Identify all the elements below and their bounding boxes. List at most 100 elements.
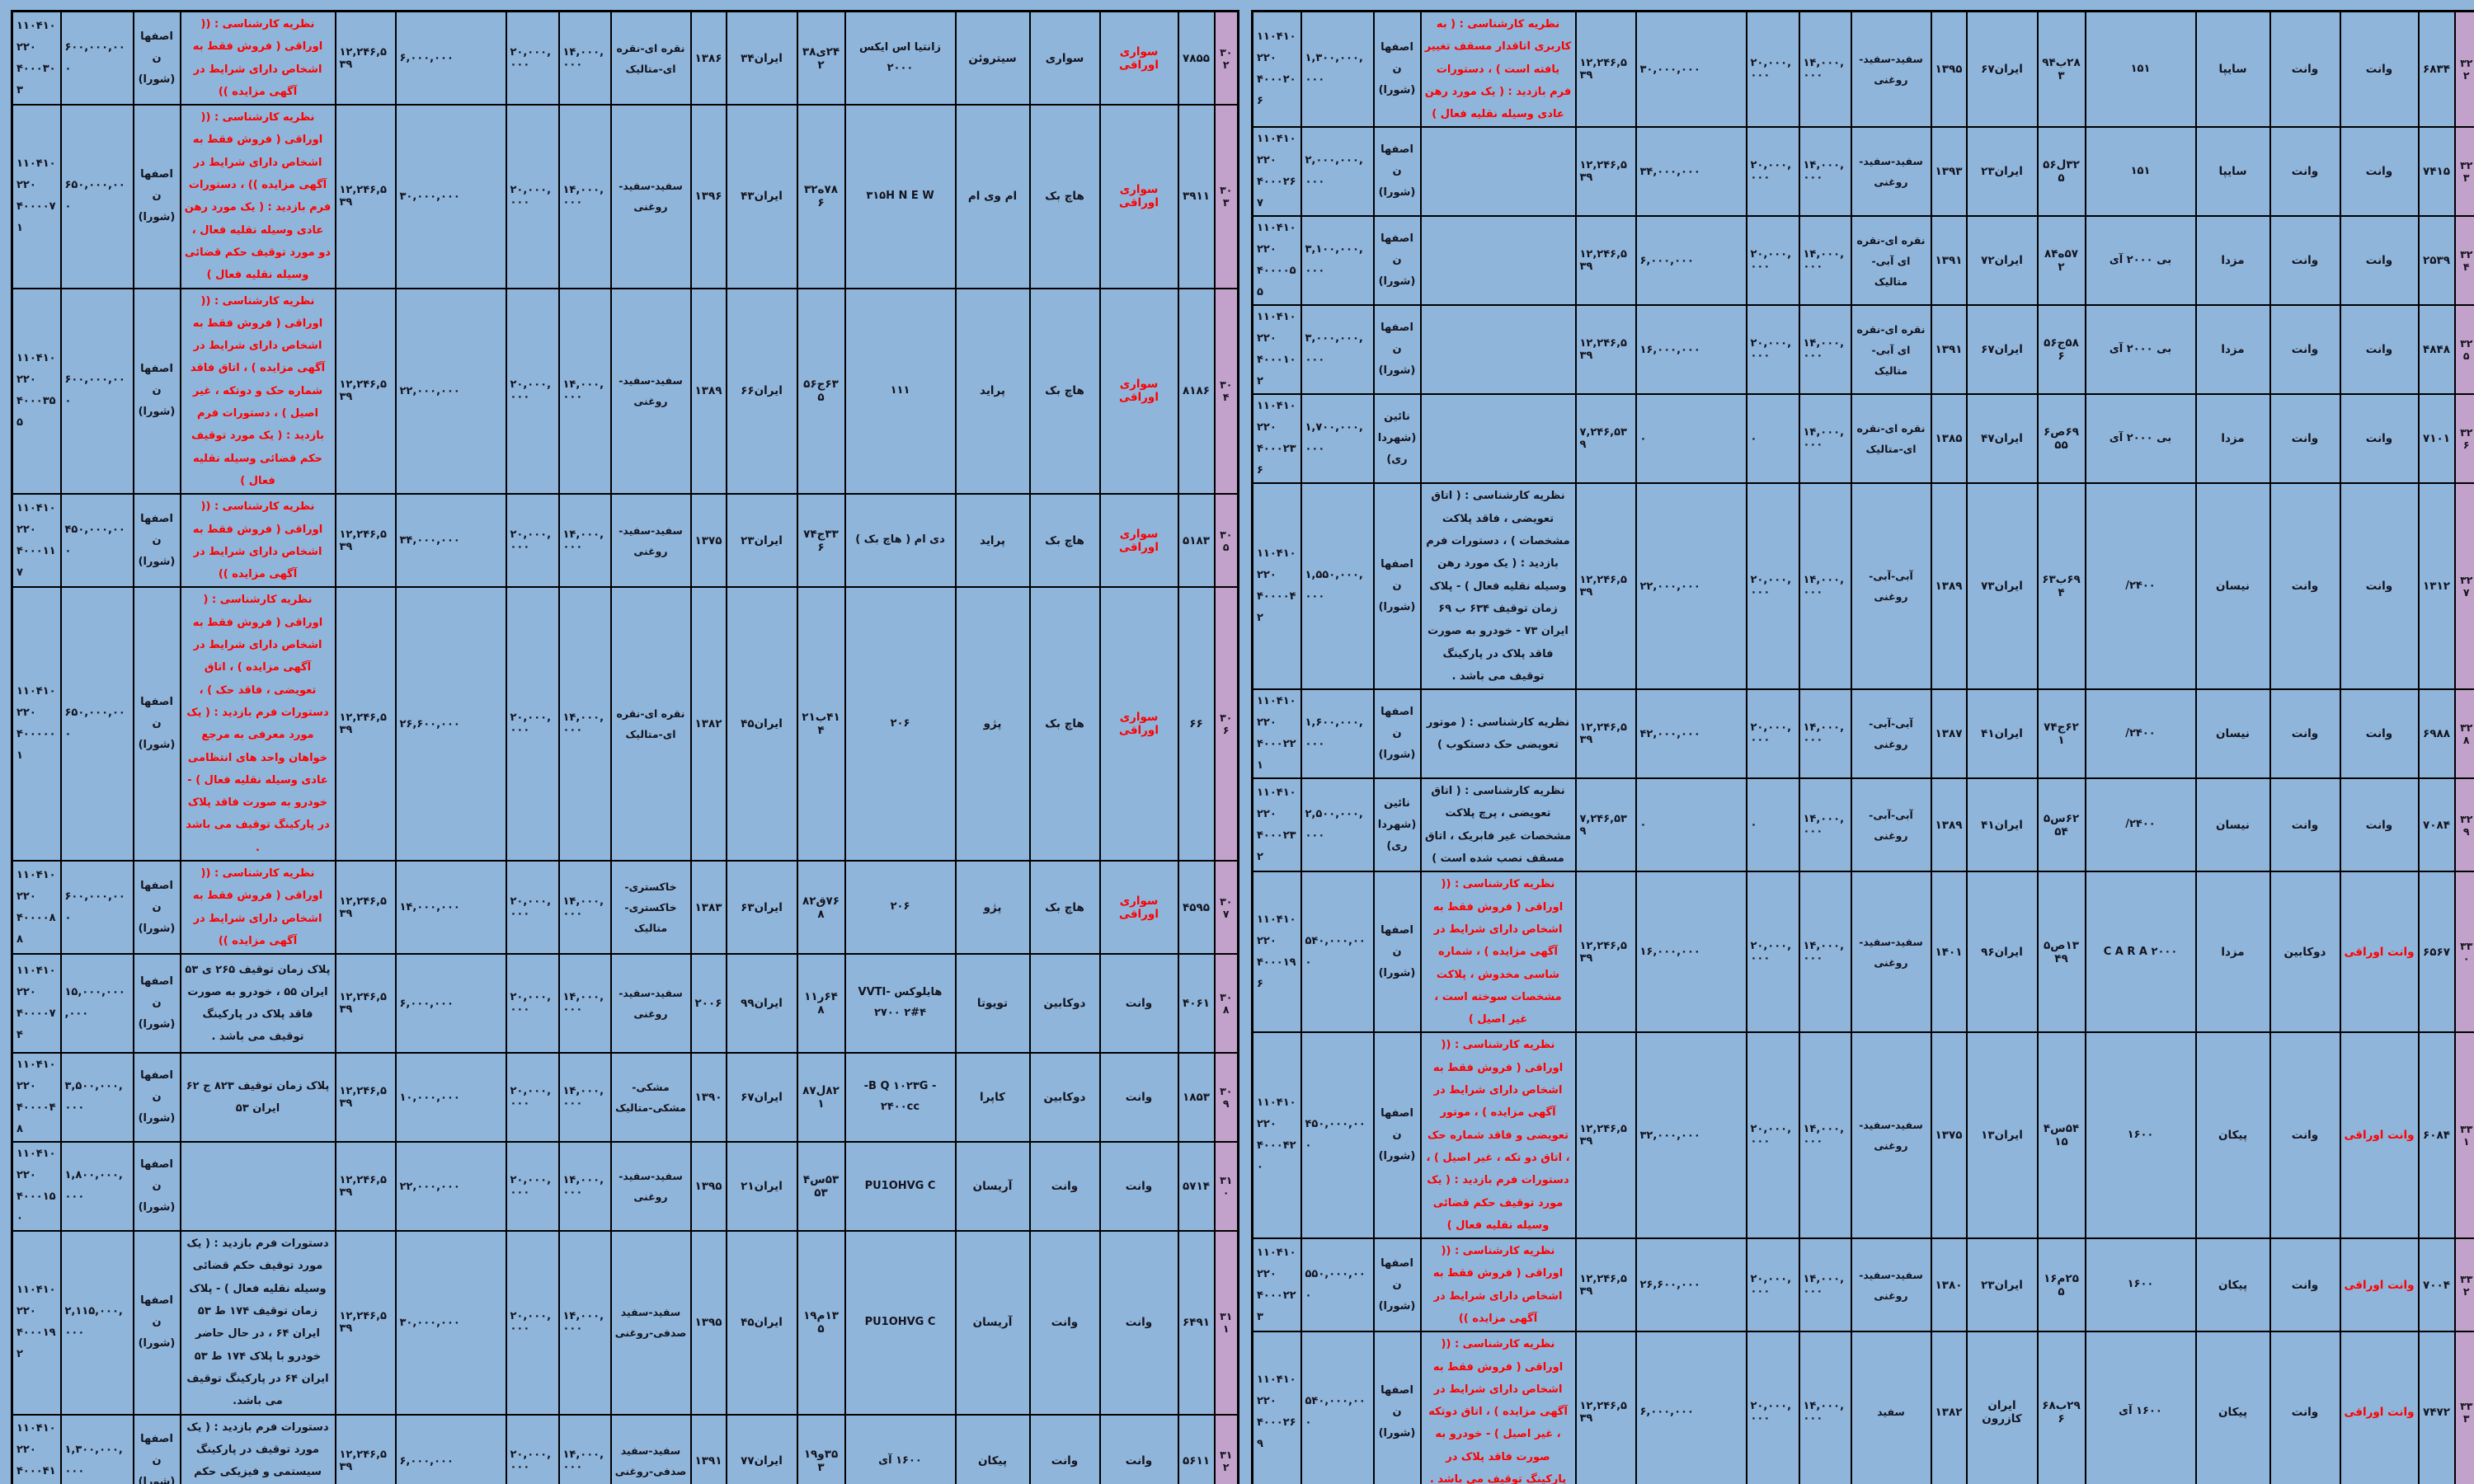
brand-cell: پراید xyxy=(954,287,1031,495)
color-cell: سفید-سفید-روغنی xyxy=(609,104,692,289)
fee-14m-cell: ۱۴,۰۰۰,۰۰۰ xyxy=(1798,215,1852,307)
table-row: ۳۳۲ ۷۰۰۴ وانت اوراقی وانت پیکان ۱۶۰۰ ۲۵م۱۶۵ ایر… xyxy=(1251,1237,2474,1333)
file-code-line1: ۱۱۰۴۱۰۲۲۰ xyxy=(16,501,56,536)
vehicle-number-cell: ۲۵۳۹ xyxy=(2417,215,2456,307)
body-type-cell: وانت xyxy=(2269,10,2341,129)
row-number-cell: ۳۰۵ xyxy=(1213,493,1239,589)
fee-12m-cell: ۱۲,۲۴۶,۵۳۹ xyxy=(334,1413,397,1484)
status-cell: وانت xyxy=(1098,1141,1179,1233)
file-code-cell: ۱۱۰۴۱۰۲۲۰ ۴۰۰۰۳۰۳ xyxy=(11,10,62,106)
fee-12m-cell: ۱۲,۲۴۶,۵۳۹ xyxy=(1574,1331,1637,1484)
model-cell: بی ۲۰۰۰ آی xyxy=(2084,215,2197,307)
file-code-cell: ۱۱۰۴۱۰۲۲۰ ۴۰۰۰۰۰۱ xyxy=(11,586,62,862)
expert-opinion-cell: نظریه کارشناسی : (( اوراقی ( فروش فقط به… xyxy=(1419,1031,1577,1240)
base-price-cell: ۲,۵۰۰,۰۰۰,۰۰۰ xyxy=(1300,777,1375,873)
color-cell: نقره ای-نقره ای-متالیک xyxy=(1850,393,1932,485)
status-cell: وانت xyxy=(2339,688,2420,780)
fee-variable-cell: ۶,۰۰۰,۰۰۰ xyxy=(394,953,507,1054)
file-code-cell: ۱۱۰۴۱۰۲۲۰ ۴۰۰۰۰۴۲ xyxy=(1251,482,1302,691)
base-price-cell: ۱,۵۵۰,۰۰۰,۰۰۰ xyxy=(1300,482,1375,691)
plate-region-cell: ایران۶۳ xyxy=(725,859,798,956)
year-cell: ۱۳۹۳ xyxy=(1930,126,1968,218)
model-cell: ۱۱۱ xyxy=(844,287,957,495)
row-number-cell: ۳۲۹ xyxy=(2453,777,2474,873)
fee-12m-cell: ۱۲,۲۴۶,۵۳۹ xyxy=(1574,688,1637,780)
row-number-cell: ۳۲۳ xyxy=(2453,126,2474,218)
location-cell: اصفهان (شورا) xyxy=(1372,482,1422,691)
vehicle-number-cell: ۶۶ xyxy=(1177,586,1216,862)
file-code-line2: ۴۰۰۰۱۹۲ xyxy=(16,1327,56,1361)
body-type-cell: وانت xyxy=(1028,1413,1101,1484)
file-code-cell: ۱۱۰۴۱۰۲۲۰ ۴۰۰۰۴۲۰ xyxy=(1251,1031,1302,1240)
year-cell: ۱۳۹۰ xyxy=(689,1052,727,1144)
table-row: ۳۲۳ ۷۴۱۵ وانت وانت سایپا ۱۵۱ ۳۲ل۵۶۵ ایران۲۳ ۱۳۹۳… xyxy=(1251,126,2474,218)
model-cell: ۱۶۰۰ xyxy=(2084,1237,2197,1333)
fee-14m-cell: ۱۴,۰۰۰,۰۰۰ xyxy=(1798,688,1852,780)
file-code-cell: ۱۱۰۴۱۰۲۲۰ ۴۰۰۰۱۰۲ xyxy=(1251,304,1302,396)
plate-region-cell: ایران۴۷ xyxy=(1965,393,2039,485)
file-code-cell: ۱۱۰۴۱۰۲۲۰ ۴۰۰۰۰۵۵ xyxy=(1251,215,1302,307)
status-cell: سواری اوراقی xyxy=(1098,493,1179,589)
location-cell: اصفهان (شورا) xyxy=(132,859,181,956)
vehicle-number-cell: ۶۸۳۴ xyxy=(2417,10,2456,129)
plate-serial-cell: ۲۹ب۶۸۶ xyxy=(2036,1331,2086,1484)
expert-opinion-cell: نظریه کارشناسی : (( اوراقی ( فروش فقط به… xyxy=(179,493,336,589)
fee-variable-cell: ۶,۰۰۰,۰۰۰ xyxy=(1634,215,1747,307)
fee-20m-cell: ۲۰,۰۰۰,۰۰۰ xyxy=(505,493,560,589)
brand-cell: پیکان xyxy=(954,1413,1031,1484)
model-cell: زانتیا اس ایکس ۲۰۰۰ xyxy=(844,10,957,106)
body-type-cell: هاچ بک xyxy=(1028,586,1101,862)
fee-14m-cell: ۱۴,۰۰۰,۰۰۰ xyxy=(557,1413,612,1484)
model-cell: هایلوکس -VVTI ۲۷۰۰ ۲#۴ xyxy=(844,953,957,1054)
color-cell: سفید-سفید-روغنی xyxy=(1850,126,1932,218)
plate-region-cell: ایران۲۱ xyxy=(725,1141,798,1233)
model-cell: /۲۴۰۰ xyxy=(2084,777,2197,873)
fee-20m-cell: ۲۰,۰۰۰,۰۰۰ xyxy=(505,859,560,956)
expert-opinion-cell: نظریه کارشناسی : (( اوراقی ( فروش فقط به… xyxy=(179,859,336,956)
brand-cell: سایپا xyxy=(2194,126,2271,218)
vehicle-number-cell: ۶۰۸۴ xyxy=(2417,1031,2456,1240)
table-row: ۳۰۲ ۷۸۵۵ سواری اوراقی سواری سیتروئن زانتیا اس… xyxy=(11,10,1239,106)
brand-cell: مزدا xyxy=(2194,215,2271,307)
file-code-line1: ۱۱۰۴۱۰۲۲۰ xyxy=(16,157,56,192)
fee-variable-cell: ۴۲,۰۰۰,۰۰۰ xyxy=(1634,688,1747,780)
fee-variable-cell: ۱۰,۰۰۰,۰۰۰ xyxy=(394,1052,507,1144)
color-cell: نقره ای-نقره ای-متالیک xyxy=(609,586,692,862)
color-cell: سفید-سفید-روغنی xyxy=(609,1141,692,1233)
file-code-cell: ۱۱۰۴۱۰۲۲۰ ۴۰۰۰۰۷۴ xyxy=(11,953,62,1054)
fee-variable-cell: ۱۶,۰۰۰,۰۰۰ xyxy=(1634,871,1747,1034)
vehicle-table-left: ۳۰۲ ۷۸۵۵ سواری اوراقی سواری سیتروئن زانتیا اس… xyxy=(11,10,1239,1484)
expert-opinion-cell: نظریه کارشناسی : ( موتور تعویضی حک دستکو… xyxy=(1419,688,1577,780)
fee-20m-cell: ۲۰,۰۰۰,۰۰۰ xyxy=(1745,1237,1800,1333)
status-cell: وانت xyxy=(1098,953,1179,1054)
table-row: ۳۲۹ ۷۰۸۴ وانت وانت نیسان/۲۴۰۰ ۶۲س۵۵۴ ایران۴۱ ۱۳… xyxy=(1251,777,2474,873)
color-cell: سفید-سفید-روغنی xyxy=(1850,10,1932,129)
vehicle-number-cell: ۴۵۹۵ xyxy=(1177,859,1216,956)
file-code-cell: ۱۱۰۴۱۰۲۲۰ ۴۰۰۰۳۵۵ xyxy=(11,287,62,495)
model-cell: ۳۱۵H N E W xyxy=(844,104,957,289)
plate-region-cell: ایران۴۳ xyxy=(725,104,798,289)
file-code-line2: ۴۰۰۰۲۳۲ xyxy=(1257,829,1296,863)
table-row: ۳۰۳ ۳۹۱۱ سواری اوراقی هاچ بک ام وی ام ۳۱۵H N … xyxy=(11,104,1239,289)
status-cell: سواری اوراقی xyxy=(1098,859,1179,956)
model-cell: ۱۵۱ xyxy=(2084,10,2197,129)
fee-20m-cell: ۲۰,۰۰۰,۰۰۰ xyxy=(1745,10,1800,129)
fee-14m-cell: ۱۴,۰۰۰,۰۰۰ xyxy=(557,287,612,495)
color-cell: سفید-سفید-روغنی xyxy=(609,953,692,1054)
expert-opinion-cell: نظریه کارشناسی : ( به کاربری اتاقدار مسق… xyxy=(1419,10,1577,129)
model-cell: ۱۵۱ xyxy=(2084,126,2197,218)
plate-serial-cell: ۶۹ب۶۳۴ xyxy=(2036,482,2086,691)
brand-cell: تویوتا xyxy=(954,953,1031,1054)
plate-serial-cell: ۱۳م۱۹۵ xyxy=(796,1230,846,1416)
expert-opinion-cell: دستورات فرم بازدید : ( یک مورد توقیف حکم… xyxy=(179,1230,336,1416)
body-type-cell: دوکابین xyxy=(1028,953,1101,1054)
file-code-cell: ۱۱۰۴۱۰۲۲۰ ۴۰۰۰۴۱۷ xyxy=(11,1413,62,1484)
plate-region-cell: ایران۲۳ xyxy=(725,493,798,589)
fee-14m-cell: ۱۴,۰۰۰,۰۰۰ xyxy=(557,953,612,1054)
fee-variable-cell: ۰ xyxy=(1634,777,1747,873)
file-code-line2: ۴۰۰۰۲۲۳ xyxy=(1257,1289,1296,1323)
row-number-cell: ۳۲۶ xyxy=(2453,393,2474,485)
status-cell: وانت xyxy=(2339,482,2420,691)
year-cell: ۱۳۸۲ xyxy=(1930,1331,1968,1484)
brand-cell: ام وی ام xyxy=(954,104,1031,289)
